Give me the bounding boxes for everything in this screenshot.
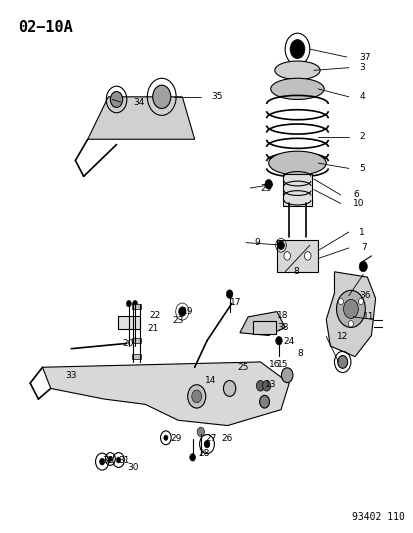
Circle shape — [358, 298, 363, 305]
Circle shape — [264, 180, 272, 189]
Text: 3: 3 — [358, 63, 364, 72]
Circle shape — [178, 307, 185, 317]
Circle shape — [358, 261, 366, 272]
Text: 36: 36 — [358, 291, 370, 300]
Circle shape — [290, 39, 304, 59]
Text: 11: 11 — [362, 312, 374, 321]
Circle shape — [281, 368, 292, 383]
Text: 02−10A: 02−10A — [18, 20, 72, 35]
Circle shape — [132, 301, 137, 307]
Circle shape — [116, 457, 121, 463]
Polygon shape — [239, 312, 285, 335]
Text: 26: 26 — [221, 434, 232, 443]
Text: 25: 25 — [237, 363, 249, 372]
Circle shape — [262, 381, 270, 391]
Text: 34: 34 — [133, 98, 144, 107]
Circle shape — [338, 298, 343, 305]
Ellipse shape — [268, 151, 325, 175]
Bar — [132, 354, 141, 359]
Text: 2: 2 — [358, 132, 364, 141]
Text: 37: 37 — [358, 53, 370, 62]
Text: 17: 17 — [229, 298, 240, 307]
Ellipse shape — [274, 61, 319, 79]
Text: 16: 16 — [268, 360, 280, 369]
Text: 19: 19 — [182, 307, 193, 316]
Text: 27: 27 — [204, 434, 216, 443]
Circle shape — [226, 290, 233, 298]
Text: 4: 4 — [358, 92, 364, 101]
Polygon shape — [325, 272, 375, 357]
Circle shape — [189, 454, 195, 461]
Polygon shape — [88, 97, 194, 139]
Circle shape — [337, 356, 347, 368]
Text: 31: 31 — [118, 456, 130, 465]
Text: 24: 24 — [282, 337, 294, 346]
Circle shape — [259, 395, 269, 408]
Text: 23: 23 — [172, 316, 183, 325]
Ellipse shape — [270, 78, 323, 100]
Bar — [282, 174, 311, 206]
Text: 12: 12 — [336, 332, 347, 341]
Text: 9: 9 — [254, 238, 259, 247]
Text: 38: 38 — [276, 323, 288, 332]
Text: 33: 33 — [65, 370, 76, 379]
Circle shape — [152, 85, 171, 109]
Text: 32: 32 — [102, 456, 113, 465]
Circle shape — [191, 390, 201, 403]
Text: 5: 5 — [358, 164, 364, 173]
Bar — [132, 304, 141, 309]
Circle shape — [108, 456, 112, 462]
Text: 29: 29 — [170, 434, 181, 443]
Text: 15: 15 — [276, 360, 288, 369]
Text: 8: 8 — [293, 268, 298, 276]
Circle shape — [256, 381, 264, 391]
Text: 8: 8 — [297, 350, 302, 359]
Circle shape — [197, 427, 204, 437]
Polygon shape — [43, 362, 289, 425]
Text: 14: 14 — [204, 376, 216, 385]
Circle shape — [164, 435, 168, 440]
Circle shape — [348, 320, 353, 327]
Circle shape — [204, 440, 209, 448]
Text: 35: 35 — [211, 92, 222, 101]
Circle shape — [343, 300, 358, 318]
Circle shape — [275, 336, 282, 345]
Bar — [253, 321, 275, 334]
Circle shape — [336, 290, 364, 327]
Circle shape — [223, 381, 235, 397]
Circle shape — [304, 252, 310, 260]
Text: 18: 18 — [276, 311, 288, 320]
Text: 22: 22 — [149, 311, 160, 320]
Text: 7: 7 — [360, 244, 366, 253]
Bar — [132, 338, 141, 343]
Text: 1: 1 — [358, 228, 364, 237]
Bar — [117, 316, 140, 329]
Bar — [276, 240, 317, 272]
Circle shape — [277, 241, 284, 249]
Text: 13: 13 — [264, 379, 275, 389]
Circle shape — [126, 301, 131, 307]
Circle shape — [283, 252, 290, 260]
Text: 30: 30 — [126, 464, 138, 472]
Text: 21: 21 — [147, 324, 158, 333]
Text: 20: 20 — [122, 339, 134, 348]
Text: 28: 28 — [198, 449, 210, 458]
Text: 10: 10 — [352, 199, 363, 208]
Circle shape — [187, 385, 205, 408]
Circle shape — [99, 458, 104, 465]
Text: 6: 6 — [352, 190, 358, 199]
Text: 93402 110: 93402 110 — [351, 512, 404, 522]
Text: 23: 23 — [260, 183, 271, 192]
Circle shape — [110, 92, 122, 108]
